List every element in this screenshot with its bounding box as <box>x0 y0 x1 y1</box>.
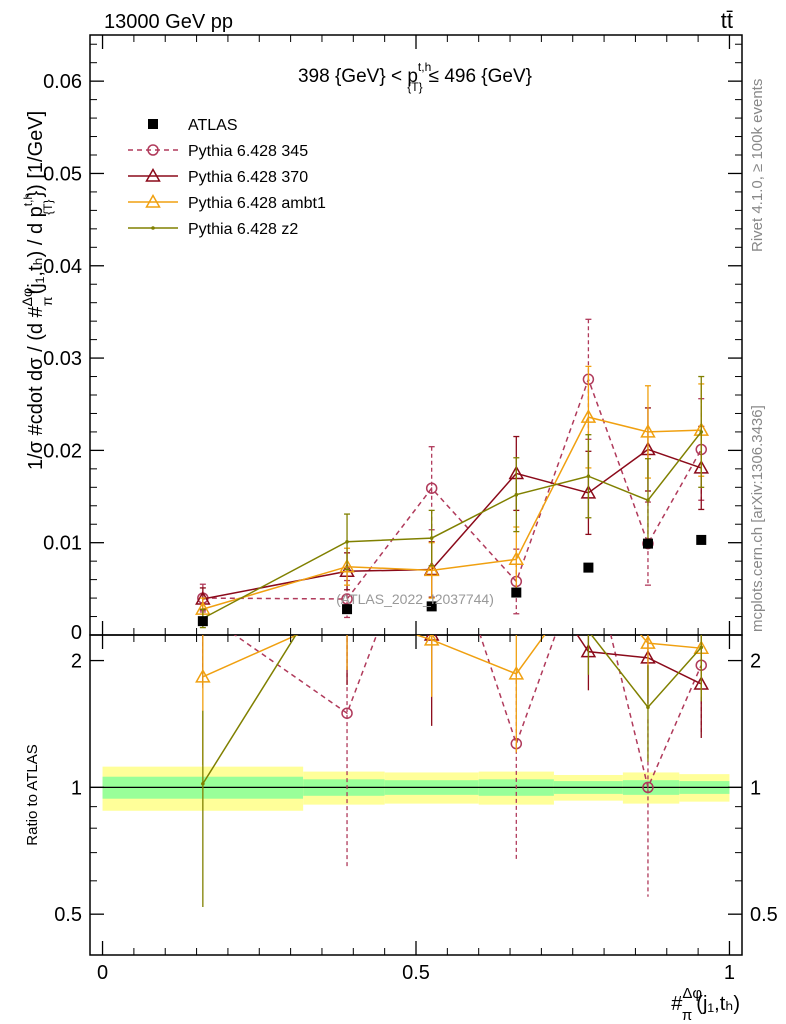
legend-marker-1 <box>147 144 159 156</box>
y-tick-label: 0.02 <box>43 440 82 462</box>
x-tick-label: 1 <box>724 962 735 984</box>
series-line-2 <box>202 416 702 610</box>
series-line-0 <box>202 377 702 600</box>
point-3-5 <box>646 498 650 503</box>
legend-label-0: ATLAS <box>188 117 238 134</box>
ylabel-main: 1/σ #cdot dσ / (d # <box>25 305 47 470</box>
ratio-uncertainty-bands <box>90 766 742 811</box>
ylabel-frac-den: π <box>39 296 55 306</box>
atlas-point-3 <box>511 587 522 598</box>
point-2-4 <box>580 409 597 423</box>
legend-marker-2 <box>145 167 161 182</box>
series-line-1 <box>202 448 702 600</box>
point-3-4 <box>586 474 591 479</box>
legend-marker-3 <box>145 193 161 208</box>
ratio-point-3-6 <box>699 645 704 650</box>
plot-title: 398 {GeV} < pt,h {T} ≤ 496 {GeV} <box>298 60 532 94</box>
point-3-6 <box>699 430 704 434</box>
atlas-point-5 <box>642 538 653 549</box>
point-0-1 <box>341 593 353 605</box>
ratio-point-2-0 <box>195 668 211 683</box>
legend-label-2: Pythia 6.428 370 <box>188 169 308 186</box>
point-0-2 <box>425 482 438 494</box>
x-axis-label: #Δφ π(j₁,tₕ) <box>671 985 740 1024</box>
point-3-3 <box>514 492 519 497</box>
legend-marker-4 <box>151 226 155 230</box>
atlas-point-6 <box>696 534 707 545</box>
analysis-watermark: (ATLAS_2022_I2037744) <box>336 591 494 607</box>
ylabel-frac-num: Δφ <box>19 288 35 306</box>
ratio-point-0-1 <box>341 707 353 719</box>
legend-label-4: Pythia 6.428 z2 <box>188 221 298 238</box>
point-2-2 <box>423 562 440 577</box>
ratio-point-2-2 <box>423 635 440 646</box>
title-post: ≤ 496 {GeV} <box>429 66 532 87</box>
atlas-point-1 <box>342 604 353 615</box>
ratio-line-0 <box>233 635 702 790</box>
ratio-tick-label: 0.5 <box>54 904 82 926</box>
axes-layer: 0.01 0.02 0.03 0.04 0.05 0.06 0 0 0.5 1 0.5 0.5 1 1 2 2 <box>43 35 778 984</box>
y-tick-label: 0.06 <box>43 71 82 93</box>
y-tick-label: 0.04 <box>43 256 82 278</box>
ratio-point-0-4 <box>583 538 593 548</box>
atlas-point-2 <box>426 601 437 612</box>
atlas-point-4 <box>583 562 594 573</box>
header-right-label: tt̄ <box>721 8 733 33</box>
point-3-2 <box>429 536 434 540</box>
point-2-1 <box>339 558 355 573</box>
legend-label-3: Pythia 6.428 ambt1 <box>188 195 326 212</box>
ylabel-sub: {T} <box>41 200 55 215</box>
ratio-tick-label-right: 0.5 <box>750 904 778 926</box>
ratio-point-0-5 <box>642 781 654 794</box>
ratio-point-3-5 <box>646 705 650 709</box>
title-sup: t,h <box>418 60 431 74</box>
point-2-3 <box>508 551 525 566</box>
ratio-tick-label: 1 <box>71 777 82 799</box>
ratio-plot-layer <box>195 538 710 908</box>
y-tick-label: 0.05 <box>43 163 82 185</box>
ratio-tick-label-right: 1 <box>750 777 761 799</box>
header-left-label: 13000 GeV pp <box>104 11 233 33</box>
xlabel-frac-num: Δφ <box>682 985 702 1002</box>
ratio-point-1-1 <box>341 617 354 629</box>
ylabel-sup: t,h <box>21 193 35 206</box>
main-plot-layer <box>195 318 710 629</box>
y-tick-label: 0.03 <box>43 348 82 370</box>
legend: ATLAS Pythia 6.428 345 Pythia 6.428 370 Pyt… <box>128 117 326 238</box>
point-2-5 <box>640 423 656 438</box>
ratio-point-2-5 <box>640 635 656 649</box>
legend-label-1: Pythia 6.428 345 <box>188 143 308 160</box>
xlabel-tail: (j₁,tₕ) <box>696 993 740 1015</box>
ratio-point-2-3 <box>508 665 525 680</box>
title-pre: 398 {GeV} < p <box>298 66 418 87</box>
rivet-side-label: Rivet 4.1.0, ≥ 100k events <box>749 79 766 252</box>
mcplots-side-label: mcplots.cern.ch [arXiv:1306.3436] <box>749 405 766 632</box>
x-tick-label: 0.5 <box>402 962 430 984</box>
ratio-tick-label-right: 2 <box>750 651 761 673</box>
ylabel-end: }) [1/GeV] <box>25 111 47 198</box>
ratio-point-3-4 <box>587 629 591 633</box>
title-sub: {T} <box>407 80 422 94</box>
atlas-point-0 <box>197 616 208 627</box>
y-tick-label: 0.01 <box>43 533 82 555</box>
ratio-line-2 <box>202 635 702 678</box>
ratio-point-3-0 <box>201 781 205 786</box>
legend-marker-0 <box>148 119 158 129</box>
ratio-axis-label: Ratio to ATLAS <box>24 744 41 845</box>
y-zero-label: 0 <box>71 622 82 644</box>
ratio-tick-label: 2 <box>71 651 82 673</box>
xlabel-hash: # <box>671 993 683 1015</box>
point-3-1 <box>345 539 349 544</box>
x-tick-label: 0 <box>97 962 108 984</box>
xlabel-frac-den: π <box>682 1007 692 1024</box>
y-axis-label: 1/σ #cdot dσ / (d #Δφ π (j₁,tₕ) / d pt,h {T… <box>19 111 55 470</box>
ylabel-mid: (j₁,tₕ) / d p <box>25 206 47 294</box>
